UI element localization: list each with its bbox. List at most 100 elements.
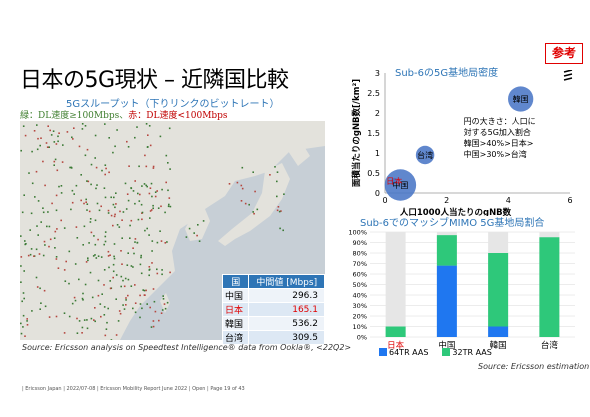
bubble-annotation: 韓国>40%>日本> bbox=[464, 138, 534, 148]
map-dot bbox=[282, 229, 284, 232]
map-dot bbox=[269, 174, 271, 176]
map-dot bbox=[169, 168, 171, 170]
map-dot bbox=[55, 315, 58, 318]
map-dot bbox=[143, 183, 146, 185]
map-dot bbox=[125, 208, 128, 210]
map-dot bbox=[58, 132, 60, 134]
map-dot bbox=[86, 148, 89, 151]
map-dot bbox=[125, 299, 127, 301]
map-dot bbox=[134, 284, 136, 286]
map-dot bbox=[73, 296, 76, 299]
map-dot bbox=[24, 240, 26, 242]
map-dot bbox=[88, 242, 90, 244]
map-dot bbox=[256, 208, 259, 211]
map-dot bbox=[145, 184, 147, 187]
map-dot bbox=[26, 320, 28, 322]
map-dot bbox=[146, 185, 148, 188]
map-dot bbox=[101, 293, 103, 295]
map-dot bbox=[152, 288, 155, 290]
map-dot bbox=[236, 181, 239, 184]
map-dot bbox=[152, 204, 154, 207]
map-dot bbox=[141, 185, 143, 187]
map-dot bbox=[280, 210, 282, 212]
map-dot bbox=[134, 238, 137, 240]
x-axis-label: 人口1000人当たりのgNB数 bbox=[400, 207, 512, 216]
map-dot bbox=[241, 166, 244, 169]
map-dot bbox=[81, 332, 83, 334]
map-dot bbox=[147, 146, 149, 148]
map-dot bbox=[109, 287, 112, 290]
map-dot bbox=[104, 173, 106, 176]
map-dot bbox=[55, 209, 58, 212]
map-dot bbox=[109, 280, 111, 282]
map-dot bbox=[54, 158, 57, 161]
map-dot bbox=[151, 240, 154, 242]
map-dot bbox=[55, 194, 58, 197]
map-dot bbox=[81, 326, 84, 329]
map-dot bbox=[276, 209, 279, 212]
map-dot bbox=[31, 310, 33, 312]
value-cell: 296.3 bbox=[248, 288, 325, 303]
map-dot bbox=[22, 314, 25, 317]
map-dot bbox=[99, 303, 102, 305]
country-cell: 台湾 bbox=[221, 330, 250, 345]
map-dots bbox=[20, 123, 285, 340]
map-dot bbox=[141, 218, 143, 221]
map-dot bbox=[97, 238, 99, 241]
map-dot bbox=[24, 134, 27, 137]
map-dot bbox=[101, 169, 103, 172]
category-label: 日本 bbox=[387, 340, 405, 350]
map-dot bbox=[76, 332, 79, 334]
map-dot bbox=[71, 302, 74, 305]
map-dot bbox=[42, 207, 44, 209]
map-dot bbox=[116, 224, 119, 226]
map-dot bbox=[167, 162, 169, 164]
map-dot bbox=[60, 219, 62, 222]
map-dot bbox=[20, 235, 22, 237]
map-dot bbox=[279, 227, 281, 230]
map-dot bbox=[112, 263, 115, 266]
y-tick-label: 3 bbox=[375, 69, 380, 78]
ericsson-logo-icon bbox=[563, 70, 573, 81]
map-dot bbox=[48, 225, 51, 228]
map-dot bbox=[164, 307, 167, 310]
map-dot bbox=[94, 219, 97, 222]
map-dot bbox=[20, 265, 22, 267]
map-dot bbox=[139, 303, 142, 305]
bar-segment bbox=[488, 326, 509, 337]
map-dot bbox=[126, 264, 129, 266]
map-dot bbox=[71, 136, 73, 139]
map-dot bbox=[252, 171, 254, 173]
map-dot bbox=[125, 297, 127, 299]
y-tick-label: 50% bbox=[353, 281, 367, 289]
map-dot bbox=[90, 183, 92, 186]
map-dot bbox=[103, 187, 106, 189]
map-dot bbox=[132, 266, 134, 268]
mimo-source: Source: Ericsson estimation bbox=[478, 362, 590, 371]
map-dot bbox=[78, 278, 80, 281]
map-dot bbox=[24, 335, 26, 337]
map-dot bbox=[94, 254, 96, 256]
map-dot bbox=[22, 292, 25, 294]
y-tick-label: 30% bbox=[353, 302, 367, 310]
map-dot bbox=[64, 280, 67, 282]
map-dot bbox=[139, 294, 141, 297]
country-cell: 中国 bbox=[221, 288, 250, 303]
y-tick-label: 90% bbox=[353, 239, 367, 247]
map-dot bbox=[143, 289, 146, 292]
y-tick-label: 10% bbox=[353, 323, 367, 331]
map-dot bbox=[105, 167, 107, 170]
map-dot bbox=[60, 192, 63, 194]
map-dot bbox=[49, 129, 51, 132]
map-dot bbox=[100, 256, 103, 258]
map-dot bbox=[39, 287, 41, 290]
map-dot bbox=[22, 326, 24, 328]
map-dot bbox=[277, 206, 280, 208]
map-dot bbox=[30, 212, 33, 215]
map-dot bbox=[104, 164, 107, 166]
map-dot bbox=[78, 320, 81, 322]
map-dot bbox=[104, 235, 107, 238]
y-tick-label: 70% bbox=[353, 260, 367, 268]
map-dot bbox=[154, 310, 157, 313]
map-dot bbox=[27, 254, 30, 257]
